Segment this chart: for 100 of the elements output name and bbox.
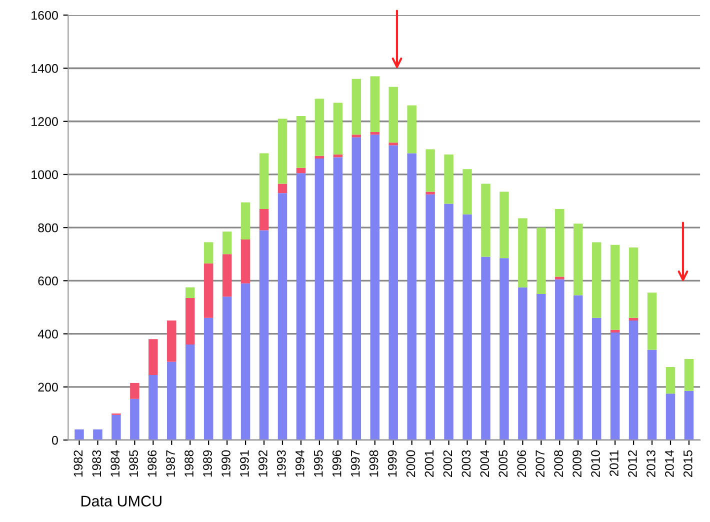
y-tick-label: 1400 [32, 64, 58, 73]
bar [370, 134, 380, 440]
bar [278, 118, 288, 184]
bar [370, 132, 380, 135]
x-tick-label: 1993 [276, 450, 286, 477]
bar [296, 116, 306, 168]
bar [592, 242, 602, 318]
x-tick-label: 1988 [184, 450, 194, 477]
bar [259, 153, 269, 209]
y-tick-label: 600 [38, 276, 58, 286]
bar [426, 194, 435, 440]
x-tick-label: 2010 [591, 450, 600, 477]
bar [204, 242, 214, 264]
bar [388, 145, 398, 440]
x-tick-label: 1999 [388, 450, 397, 477]
bar [555, 279, 564, 440]
x-tick-label: 1987 [166, 450, 175, 477]
bar [628, 320, 638, 440]
bar [444, 204, 454, 440]
bar [240, 283, 250, 440]
x-tick-label: 2004 [480, 450, 490, 477]
bar [333, 102, 343, 155]
bar [426, 149, 435, 192]
bar [481, 256, 490, 440]
bar [240, 202, 250, 240]
bar [185, 344, 195, 440]
bar [444, 154, 454, 204]
x-tick-label: 1989 [203, 450, 212, 477]
x-tick-label: 2009 [572, 450, 582, 477]
x-tick-label: 2003 [462, 450, 471, 477]
x-tick-label: 2015 [683, 450, 692, 477]
x-tick-label: 2012 [628, 450, 637, 477]
x-tick-label: 1992 [258, 450, 268, 477]
x-tick-label: 1984 [110, 450, 120, 477]
bar [278, 184, 288, 194]
bar [74, 429, 84, 440]
y-tick-label: 1000 [32, 170, 58, 180]
bar [518, 218, 528, 288]
bar [462, 214, 472, 440]
bar [333, 157, 343, 440]
bar [573, 224, 583, 296]
x-tick-label: 2013 [646, 450, 656, 477]
bar [185, 298, 195, 344]
bar [536, 294, 546, 440]
x-tick-label: 2011 [610, 450, 618, 476]
bar [352, 134, 362, 138]
bar [573, 295, 583, 440]
bar [647, 292, 657, 350]
bar [500, 258, 509, 440]
bar [610, 330, 620, 332]
y-tick-label: 200 [38, 382, 58, 392]
bar [426, 192, 435, 194]
bar [684, 390, 694, 440]
x-tick-label: 1985 [129, 450, 138, 477]
bar [296, 173, 306, 440]
bar [370, 76, 380, 132]
x-tick-label: 2005 [498, 450, 508, 477]
bar [93, 429, 102, 440]
x-tick-label: 2001 [424, 450, 434, 477]
x-tick-label: 2014 [665, 450, 674, 477]
x-tick-label: 1995 [314, 450, 323, 477]
bar [278, 193, 288, 440]
x-tick-label: 1982 [74, 450, 83, 477]
y-tick-label: 1600 [32, 10, 58, 20]
bar [388, 86, 398, 143]
bar [407, 105, 416, 154]
bar [314, 158, 324, 440]
x-tick-label: 2007 [536, 450, 545, 477]
bar [536, 228, 546, 294]
text: Data UMCU [81, 496, 162, 506]
bar [185, 287, 195, 298]
bar [333, 154, 343, 158]
y-tick-label: 0 [52, 436, 58, 445]
bar [259, 209, 269, 230]
bar [555, 276, 564, 280]
bar [259, 230, 269, 440]
y-tick-label: 400 [38, 330, 58, 338]
bar [112, 414, 121, 440]
x-tick-label: 2006 [517, 450, 526, 477]
bar [388, 142, 398, 146]
bar [628, 318, 638, 321]
x-tick-label: 1986 [148, 450, 157, 477]
bar [314, 156, 324, 159]
bar [610, 244, 620, 330]
bar [684, 359, 694, 391]
x-tick-label: 1983 [92, 450, 102, 477]
x-tick-label: 1996 [332, 450, 342, 477]
x-tick-label: 1997 [350, 450, 360, 477]
bar [555, 209, 564, 277]
bar [314, 98, 324, 156]
bar [666, 394, 676, 440]
x-tick-label: 1998 [369, 450, 378, 477]
bar [222, 254, 232, 297]
bar [481, 184, 490, 257]
x-tick-label: 1994 [295, 450, 304, 477]
bar [130, 382, 140, 399]
bar [407, 153, 416, 440]
bar [130, 398, 140, 440]
bar [592, 318, 602, 440]
bar [666, 367, 676, 394]
